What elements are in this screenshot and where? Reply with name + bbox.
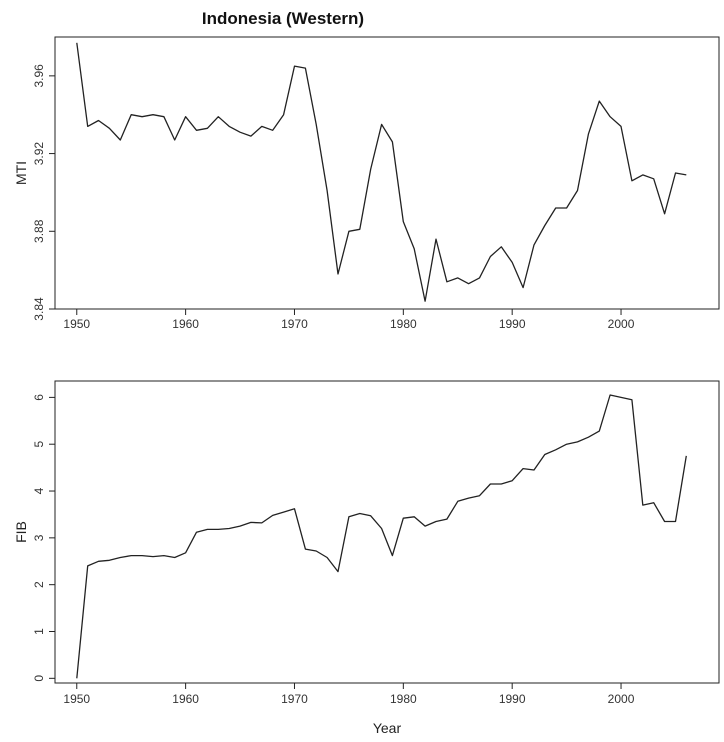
fib-x-tick-label: 1960 — [172, 692, 199, 706]
mti-x-tick-label: 1990 — [499, 317, 526, 331]
fib-y-tick-label: 6 — [32, 394, 46, 401]
fib-x-tick-label: 1950 — [63, 692, 90, 706]
fib-series-line — [76, 394, 687, 679]
fib-y-axis: 0 1 2 3 4 5 6 — [32, 394, 55, 682]
mti-y-tick-label: 3.92 — [32, 142, 46, 166]
mti-x-tick-label: 2000 — [608, 317, 635, 331]
mti-plot-frame — [54, 36, 720, 310]
fib-y-tick-label: 1 — [32, 628, 46, 635]
fib-y-tick-label: 0 — [32, 675, 46, 682]
fib-y-tick-label: 4 — [32, 487, 46, 494]
fib-plot-frame — [54, 380, 720, 684]
mti-y-tick-label: 3.84 — [32, 297, 46, 321]
fib-x-tick-label: 1990 — [499, 692, 526, 706]
fib-x-tick-label: 1970 — [281, 692, 308, 706]
mti-x-tick-label: 1950 — [63, 317, 90, 331]
fib-x-tick-label: 2000 — [608, 692, 635, 706]
mti-panel: 1950 1960 1970 1980 1990 2000 3.84 3.88 3.92 3.9… — [13, 36, 720, 331]
mti-x-tick-label: 1970 — [281, 317, 308, 331]
mti-x-tick-label: 1960 — [172, 317, 199, 331]
mti-y-tick-label: 3.96 — [32, 64, 46, 88]
mti-x-axis: 1950 1960 1970 1980 1990 2000 — [63, 309, 635, 331]
fib-y-axis-label: FIB — [13, 521, 29, 543]
chart-title: Indonesia (Western) — [202, 9, 364, 28]
mti-y-axis: 3.84 3.88 3.92 3.96 — [32, 64, 55, 321]
fib-panel: 1950 1960 1970 1980 1990 2000 0 1 2 3 4 5 6 FIB Yea… — [13, 380, 720, 736]
fib-x-tick-label: 1980 — [390, 692, 417, 706]
mti-series-line — [76, 42, 687, 302]
fib-y-tick-label: 2 — [32, 581, 46, 588]
fib-y-tick-label: 3 — [32, 534, 46, 541]
fib-x-axis: 1950 1960 1970 1980 1990 2000 — [63, 683, 635, 706]
fib-x-axis-label: Year — [373, 720, 402, 736]
mti-x-tick-label: 1980 — [390, 317, 417, 331]
mti-y-tick-label: 3.88 — [32, 219, 46, 243]
fib-y-tick-label: 5 — [32, 441, 46, 448]
mti-y-axis-label: MTI — [13, 161, 29, 185]
